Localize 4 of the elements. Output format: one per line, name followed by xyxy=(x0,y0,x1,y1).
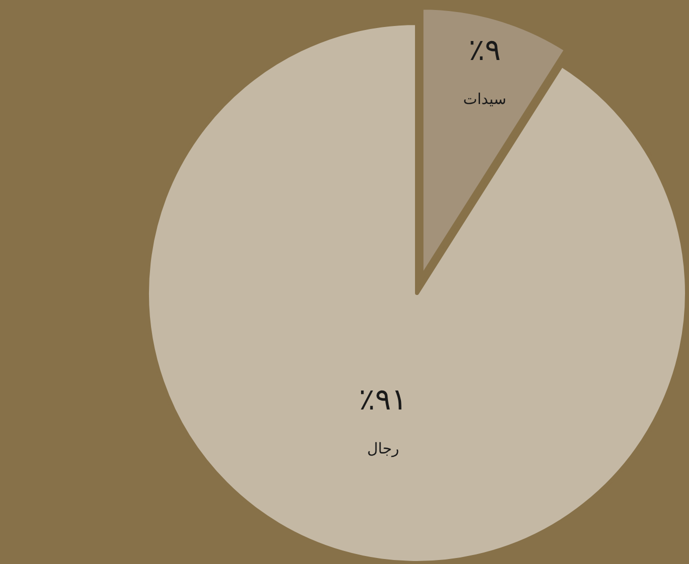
data-label: ٩١٪ xyxy=(358,382,408,418)
data-label: ٩٪ xyxy=(468,32,501,68)
slice-label: سيدات xyxy=(463,90,506,108)
slice-label: رجال xyxy=(367,440,400,458)
